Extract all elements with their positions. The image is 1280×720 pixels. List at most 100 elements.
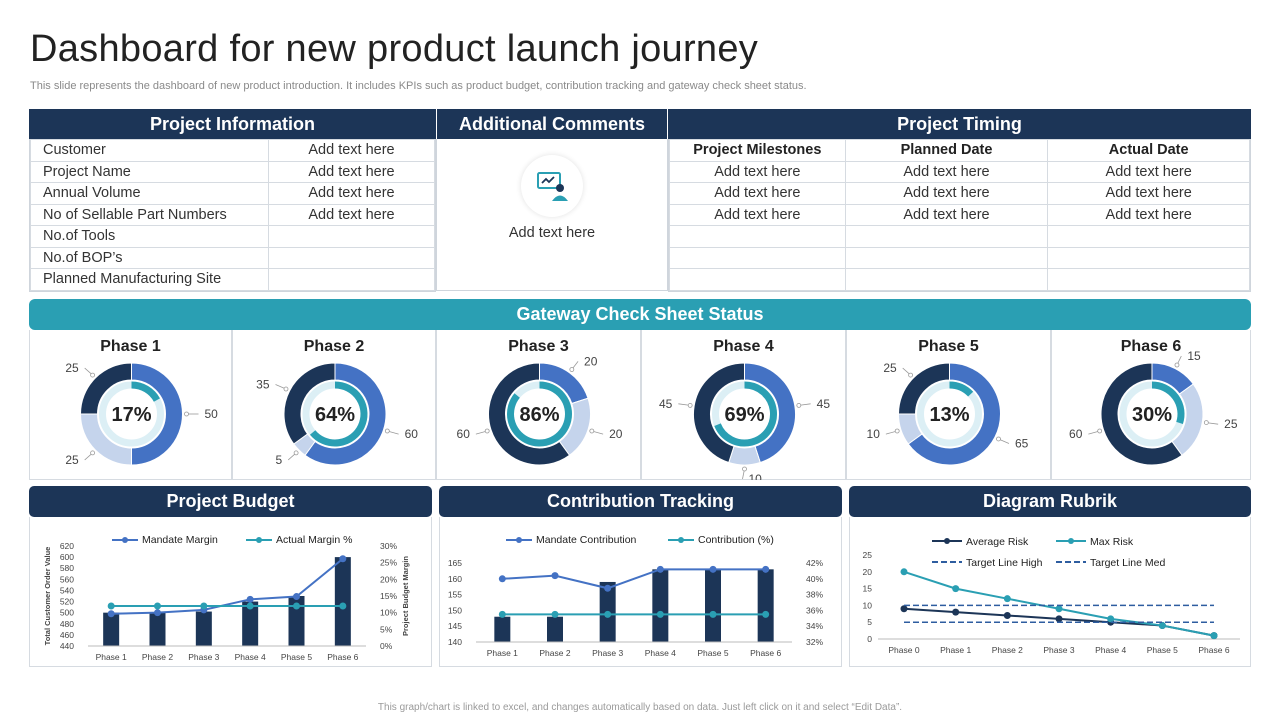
series-point-2 bbox=[1055, 605, 1063, 613]
timing-cell[interactable] bbox=[844, 246, 1049, 269]
x-tick-label: Phase 2 bbox=[539, 648, 570, 658]
timing-cell[interactable]: Add text here bbox=[844, 160, 1049, 183]
timing-cell[interactable]: Add text here bbox=[1047, 182, 1250, 205]
project-info-value[interactable]: Add text here bbox=[268, 182, 435, 205]
project-info-label: Annual Volume bbox=[30, 182, 269, 205]
leader-dot bbox=[796, 402, 802, 408]
series-point-1 bbox=[1055, 615, 1063, 623]
slice-value-label: 60 bbox=[1069, 427, 1083, 441]
timing-cell[interactable] bbox=[669, 225, 846, 248]
series-point-1 bbox=[762, 565, 770, 573]
timing-cell[interactable] bbox=[1047, 268, 1250, 291]
legend-label: Mandate Margin bbox=[142, 534, 218, 546]
y-tick-label: 15 bbox=[863, 584, 873, 594]
x-tick-label: Phase 6 bbox=[1198, 645, 1229, 655]
footer-note: This graph/chart is linked to excel, and… bbox=[377, 702, 903, 713]
bar bbox=[652, 569, 669, 642]
leader-dot bbox=[484, 428, 490, 434]
diagram-rubrik-header: Diagram Rubrik bbox=[849, 486, 1251, 517]
bar bbox=[242, 601, 259, 646]
timing-cell[interactable] bbox=[1047, 225, 1250, 248]
y-tick-label: 155 bbox=[448, 590, 462, 600]
series-point-2 bbox=[900, 568, 908, 576]
y2-tick-label: 0% bbox=[380, 641, 393, 651]
series-point-2 bbox=[200, 602, 208, 610]
y2-tick-label: 38% bbox=[806, 590, 823, 600]
page-title: Dashboard for new product launch journey bbox=[30, 28, 759, 70]
series-point-2 bbox=[656, 610, 664, 618]
series-point-1 bbox=[154, 609, 161, 617]
y-tick-label: 580 bbox=[60, 563, 74, 573]
bar bbox=[705, 569, 721, 642]
gateway-check-sheet-header: Gateway Check Sheet Status bbox=[29, 299, 1251, 330]
y-tick-label: 5 bbox=[867, 617, 872, 627]
bar bbox=[103, 612, 120, 646]
donut-slice bbox=[897, 362, 950, 415]
phase-donut-3: Phase 3 20 20 60 86% bbox=[436, 330, 641, 480]
y-tick-label: 500 bbox=[60, 608, 74, 618]
table-row bbox=[669, 225, 1250, 248]
project-info-value[interactable]: Add text here bbox=[268, 203, 435, 226]
phase-donut-4: Phase 4 45 10 45 69% bbox=[641, 330, 846, 480]
timing-cell[interactable]: Add text here bbox=[669, 182, 846, 205]
y-tick-label: 20 bbox=[863, 567, 873, 577]
y2-tick-label: 42% bbox=[806, 558, 823, 568]
timing-cell[interactable]: Add text here bbox=[1047, 160, 1250, 183]
series-line-2 bbox=[903, 570, 1215, 637]
project-info-label: Customer bbox=[30, 139, 269, 162]
timing-cell[interactable]: Add text here bbox=[844, 182, 1049, 205]
timing-cell[interactable] bbox=[844, 225, 1049, 248]
x-tick-label: Phase 1 bbox=[96, 652, 127, 662]
bar bbox=[547, 616, 563, 642]
project-info-label: Project Name bbox=[30, 160, 269, 183]
slice-value-label: 20 bbox=[609, 427, 623, 441]
additional-comments-header: Additional Comments bbox=[437, 109, 667, 139]
series-point-1 bbox=[107, 610, 115, 618]
project-information-table: Customer Add text here Project Name Add tex… bbox=[29, 139, 436, 292]
phase-percent: 86% bbox=[519, 404, 559, 426]
x-tick-label: Phase 4 bbox=[645, 648, 676, 658]
y2-tick-label: 36% bbox=[806, 605, 823, 615]
progress-arc bbox=[949, 381, 974, 397]
phase-donut-6: Phase 6 15 25 60 30% bbox=[1051, 330, 1251, 480]
donut-slice bbox=[131, 362, 183, 466]
donut-slice bbox=[744, 362, 796, 464]
y-tick-label: 460 bbox=[60, 630, 74, 640]
timing-cell[interactable] bbox=[1047, 246, 1250, 269]
bar bbox=[494, 616, 511, 642]
table-row: No of Sellable Part Numbers Add text here bbox=[30, 203, 435, 226]
series-point-2 bbox=[604, 610, 612, 618]
project-info-value[interactable] bbox=[268, 225, 435, 248]
column-header: Planned Date bbox=[844, 139, 1049, 162]
timing-cell[interactable] bbox=[669, 268, 846, 291]
x-tick-label: Phase 1 bbox=[487, 648, 518, 658]
project-info-value[interactable] bbox=[268, 268, 435, 291]
column-header: Project Milestones bbox=[669, 139, 846, 162]
timing-cell[interactable]: Add text here bbox=[844, 203, 1049, 226]
timing-cell[interactable] bbox=[844, 268, 1049, 291]
table-header-row: Project Milestones Planned Date Actual Dat… bbox=[669, 139, 1250, 162]
project-info-label: Planned Manufacturing Site bbox=[30, 268, 269, 291]
series-point-2 bbox=[551, 610, 559, 618]
project-info-value[interactable]: Add text here bbox=[268, 160, 435, 183]
y2-axis-label: Project Budget Margin bbox=[401, 556, 410, 636]
leader-dot bbox=[687, 402, 693, 408]
slice-value-label: 25 bbox=[65, 361, 79, 375]
leader-dot bbox=[894, 428, 900, 434]
leader-dot bbox=[908, 372, 914, 378]
page-subtitle: This slide represents the dashboard of n… bbox=[30, 80, 807, 92]
timing-cell[interactable] bbox=[669, 246, 846, 269]
timing-cell[interactable]: Add text here bbox=[669, 160, 846, 183]
bar bbox=[288, 596, 305, 646]
y-tick-label: 620 bbox=[60, 541, 74, 551]
x-tick-label: Phase 0 bbox=[888, 645, 919, 655]
project-info-value[interactable] bbox=[268, 246, 435, 269]
slice-value-label: 45 bbox=[659, 397, 673, 411]
y-tick-label: 540 bbox=[60, 585, 74, 595]
timing-cell[interactable]: Add text here bbox=[1047, 203, 1250, 226]
timing-cell[interactable]: Add text here bbox=[669, 203, 846, 226]
y2-tick-label: 15% bbox=[380, 591, 397, 601]
project-info-value[interactable]: Add text here bbox=[268, 139, 435, 162]
y-tick-label: 0 bbox=[867, 634, 872, 644]
contribution-tracking-chart: 140 145 150 155 160 165 32% 34% 36% 38% 40% 42% Phas… bbox=[439, 517, 842, 667]
